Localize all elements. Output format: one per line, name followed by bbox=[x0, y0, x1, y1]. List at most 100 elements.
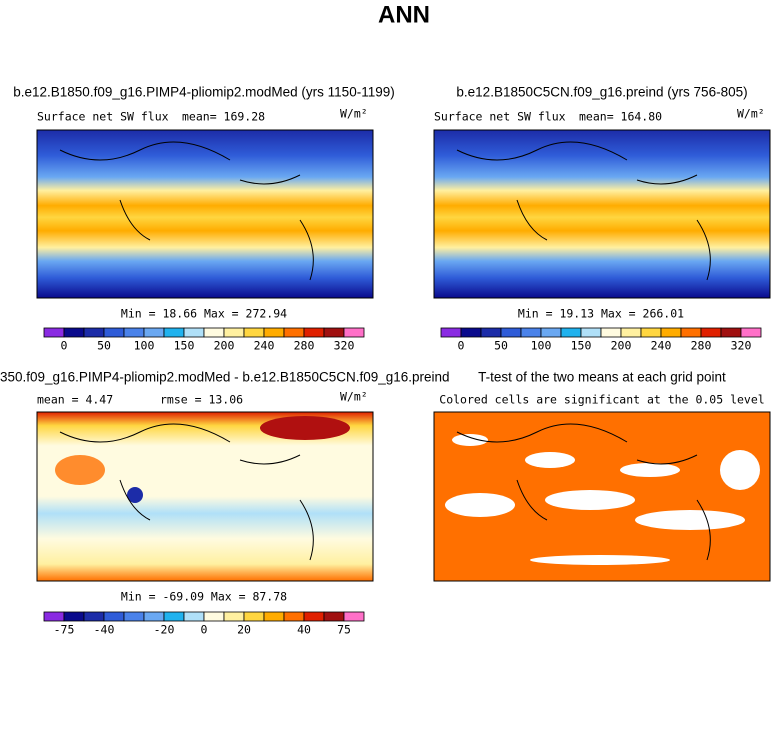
right-label: mean= 164.80 bbox=[579, 110, 662, 124]
colorbar-box bbox=[303, 611, 325, 622]
colorbar-box bbox=[263, 327, 285, 338]
colorbar-box bbox=[83, 611, 105, 622]
colorbar-box bbox=[243, 327, 265, 338]
colorbar-label: 20 bbox=[237, 623, 251, 637]
colorbar-box bbox=[43, 327, 65, 338]
colorbar-box bbox=[700, 327, 722, 338]
colorbar-box bbox=[43, 611, 65, 622]
map-patches bbox=[445, 434, 760, 565]
colorbar-box bbox=[600, 327, 622, 338]
colorbar-box bbox=[203, 611, 225, 622]
colorbar-box bbox=[103, 327, 125, 338]
colorbar-box bbox=[440, 327, 462, 338]
colorbar-box bbox=[640, 327, 662, 338]
colorbar-label: 280 bbox=[691, 339, 712, 353]
colorbar-box bbox=[243, 611, 265, 622]
colorbar-box bbox=[343, 327, 365, 338]
right-label: rmse = 13.06 bbox=[160, 393, 243, 407]
coastline bbox=[59, 423, 314, 561]
colorbar: 0 50 100 150 200 240 280 320 bbox=[43, 327, 365, 353]
map-patch bbox=[55, 455, 105, 485]
units: W/m² bbox=[737, 107, 765, 121]
colorbar-label: 100 bbox=[134, 339, 155, 353]
colorbar-label: -75 bbox=[54, 623, 75, 637]
colorbar-box bbox=[263, 611, 285, 622]
colorbar-box bbox=[63, 611, 85, 622]
subtitle: Colored cells are significant at the 0.0… bbox=[439, 393, 764, 407]
colorbar-box bbox=[283, 327, 305, 338]
colorbar: -75 -40 -20 0 20 40 75 bbox=[43, 611, 365, 637]
colorbar-box bbox=[83, 327, 105, 338]
colorbar-box bbox=[163, 611, 185, 622]
colorbar-label: 0 bbox=[201, 623, 208, 637]
right-label: mean= 169.28 bbox=[182, 110, 265, 124]
colorbar-label: 50 bbox=[97, 339, 111, 353]
colorbar-box bbox=[740, 327, 762, 338]
map bbox=[36, 129, 374, 299]
colorbar-box bbox=[203, 327, 225, 338]
panel-title: b.e12.B1850.f09_g16.PIMP4-pliomip2.modMe… bbox=[13, 85, 394, 100]
colorbar-box bbox=[283, 611, 305, 622]
left-label: Surface net SW flux bbox=[434, 110, 566, 124]
colorbar-box bbox=[303, 327, 325, 338]
colorbar-box bbox=[183, 327, 205, 338]
colorbar-box bbox=[123, 327, 145, 338]
colorbar-box bbox=[223, 327, 245, 338]
colorbar-label: -40 bbox=[94, 623, 115, 637]
panel-title: T-test of the two means at each grid poi… bbox=[478, 370, 726, 385]
colorbar-box bbox=[223, 611, 245, 622]
units: W/m² bbox=[340, 390, 368, 404]
colorbar-box bbox=[343, 611, 365, 622]
colorbar-box bbox=[143, 327, 165, 338]
left-label: Surface net SW flux bbox=[37, 110, 169, 124]
colorbar-box bbox=[660, 327, 682, 338]
colorbar-label: 50 bbox=[494, 339, 508, 353]
colorbar-label: 75 bbox=[337, 623, 351, 637]
colorbar: 0 50 100 150 200 240 280 320 bbox=[440, 327, 762, 353]
colorbar-label: 0 bbox=[61, 339, 68, 353]
colorbar-box bbox=[323, 327, 345, 338]
colorbar-box bbox=[720, 327, 742, 338]
colorbar-box bbox=[540, 327, 562, 338]
figure-title: ANN bbox=[378, 1, 430, 28]
colorbar-box bbox=[183, 611, 205, 622]
colorbar-box bbox=[680, 327, 702, 338]
colorbar-label: -20 bbox=[154, 623, 175, 637]
map-patch bbox=[260, 416, 350, 440]
colorbar-box bbox=[620, 327, 642, 338]
stats: Min = -69.09 Max = 87.78 bbox=[121, 590, 287, 604]
map-patch bbox=[127, 487, 143, 503]
colorbar-box bbox=[560, 327, 582, 338]
colorbar-box bbox=[143, 611, 165, 622]
colorbar-label: 200 bbox=[214, 339, 235, 353]
stats: Min = 19.13 Max = 266.01 bbox=[518, 307, 684, 321]
colorbar-box bbox=[323, 611, 345, 622]
colorbar-label: 320 bbox=[731, 339, 752, 353]
colorbar-label: 280 bbox=[294, 339, 315, 353]
colorbar-label: 150 bbox=[174, 339, 195, 353]
colorbar-box bbox=[520, 327, 542, 338]
left-label: mean = 4.47 bbox=[37, 393, 113, 407]
colorbar-box bbox=[123, 611, 145, 622]
coastline bbox=[456, 423, 711, 561]
colorbar-label: 40 bbox=[297, 623, 311, 637]
panel-title: 350.f09_g16.PIMP4-pliomip2.modMed - b.e1… bbox=[0, 370, 450, 385]
colorbar-label: 0 bbox=[458, 339, 465, 353]
colorbar-box bbox=[580, 327, 602, 338]
map bbox=[433, 129, 771, 299]
colorbar-label: 200 bbox=[611, 339, 632, 353]
colorbar-label: 320 bbox=[334, 339, 355, 353]
colorbar-box bbox=[460, 327, 482, 338]
coastline bbox=[59, 141, 314, 281]
colorbar-label: 240 bbox=[254, 339, 275, 353]
panel-title: b.e12.B1850C5CN.f09_g16.preind (yrs 756-… bbox=[456, 85, 747, 100]
units: W/m² bbox=[340, 107, 368, 121]
colorbar-box bbox=[500, 327, 522, 338]
colorbar-box bbox=[103, 611, 125, 622]
map bbox=[36, 411, 374, 582]
colorbar-box bbox=[480, 327, 502, 338]
colorbar-label: 100 bbox=[531, 339, 552, 353]
colorbar-box bbox=[63, 327, 85, 338]
stats: Min = 18.66 Max = 272.94 bbox=[121, 307, 287, 321]
